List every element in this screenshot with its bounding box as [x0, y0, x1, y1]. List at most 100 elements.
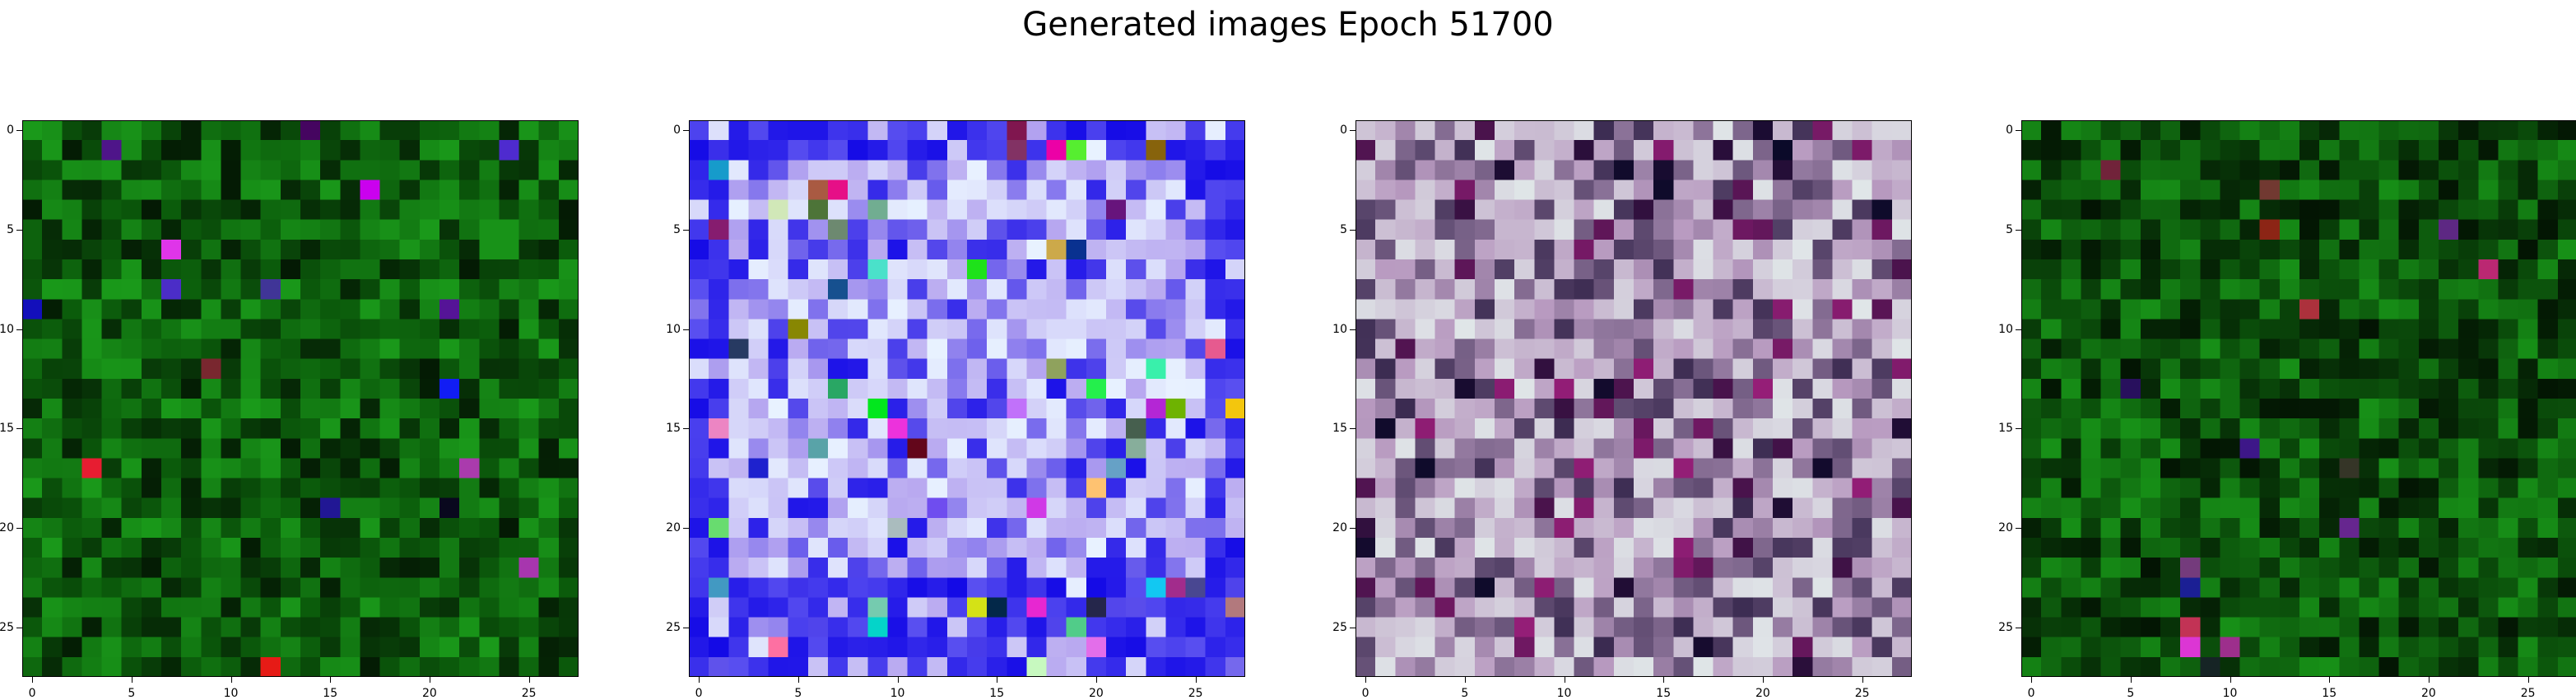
y-tick-label: 20 — [1332, 520, 1347, 534]
x-tick — [330, 677, 332, 683]
x-tick-label: 20 — [1089, 687, 1104, 700]
y-tick-label: 5 — [673, 222, 681, 236]
x-tick-label: 0 — [1361, 687, 1369, 700]
x-tick — [1464, 677, 1466, 683]
x-tick-label: 5 — [128, 687, 136, 700]
x-tick-label: 20 — [2421, 687, 2436, 700]
y-tick-label: 20 — [0, 520, 14, 534]
y-tick — [683, 130, 689, 132]
y-tick-label: 0 — [1340, 124, 1347, 138]
x-tick — [1095, 677, 1097, 683]
y-tick-label: 5 — [1340, 222, 1347, 236]
x-tick — [32, 677, 34, 683]
x-tick-label: 10 — [2222, 687, 2238, 700]
y-tick — [1350, 329, 1355, 330]
figure-title: Generated images Epoch 51700 — [1022, 6, 1554, 44]
y-tick-label: 0 — [673, 124, 681, 138]
y-tick — [1350, 229, 1355, 231]
y-tick — [1350, 428, 1355, 430]
x-tick-label: 25 — [1854, 687, 1870, 700]
x-tick-label: 25 — [1188, 687, 1203, 700]
x-tick — [230, 677, 232, 683]
x-tick — [1365, 677, 1367, 683]
y-tick-label: 15 — [1998, 422, 2013, 436]
y-tick — [16, 527, 22, 529]
x-tick — [797, 677, 799, 683]
axes-frame — [689, 120, 1245, 677]
generated-image-2 — [689, 120, 1245, 677]
y-tick — [1350, 130, 1355, 132]
x-tick-label: 25 — [521, 687, 537, 700]
y-tick-label: 10 — [1332, 322, 1347, 336]
x-tick — [2428, 677, 2430, 683]
y-tick — [683, 527, 689, 529]
y-tick-label: 15 — [0, 422, 14, 436]
y-tick-label: 10 — [1998, 322, 2013, 336]
y-tick — [1350, 527, 1355, 529]
x-tick-label: 15 — [2322, 687, 2337, 700]
y-tick-label: 25 — [1332, 620, 1347, 634]
y-tick — [2016, 130, 2021, 132]
y-tick-label: 20 — [666, 520, 681, 534]
image-panel-2: 0 5 10 15 20 25 0 5 10 15 20 25 — [666, 120, 1245, 700]
x-tick — [2527, 677, 2529, 683]
y-tick-label: 20 — [1998, 520, 2013, 534]
y-tick — [683, 229, 689, 231]
y-tick — [2016, 229, 2021, 231]
y-tick-label: 25 — [1998, 620, 2013, 634]
y-tick — [16, 229, 22, 231]
y-tick-label: 5 — [7, 222, 14, 236]
y-tick — [683, 329, 689, 330]
image-panel-4: 0 5 10 15 20 25 0 5 10 15 20 25 — [1998, 120, 2576, 700]
y-tick — [2016, 428, 2021, 430]
y-tick — [16, 329, 22, 330]
x-tick — [2329, 677, 2331, 683]
axes-frame — [1355, 120, 1912, 677]
x-tick-label: 10 — [890, 687, 905, 700]
x-tick-label: 10 — [223, 687, 239, 700]
y-tick-label: 25 — [666, 620, 681, 634]
y-tick — [683, 428, 689, 430]
y-tick-label: 15 — [666, 422, 681, 436]
image-panel-1: 0 5 10 15 20 25 0 5 10 15 20 25 — [0, 120, 579, 700]
y-tick-label: 5 — [2006, 222, 2013, 236]
axes-frame — [2021, 120, 2576, 677]
x-tick — [897, 677, 899, 683]
y-tick-label: 15 — [1332, 422, 1347, 436]
y-tick — [2016, 329, 2021, 330]
y-tick-label: 25 — [0, 620, 14, 634]
x-tick — [1195, 677, 1197, 683]
x-tick — [2230, 677, 2231, 683]
x-tick — [1663, 677, 1665, 683]
y-tick — [16, 428, 22, 430]
y-tick-label: 10 — [0, 322, 14, 336]
x-tick — [699, 677, 700, 683]
x-tick-label: 10 — [1556, 687, 1572, 700]
x-tick-label: 0 — [695, 687, 703, 700]
x-tick — [2031, 677, 2033, 683]
x-tick-label: 15 — [989, 687, 1005, 700]
x-tick — [131, 677, 133, 683]
y-tick — [16, 130, 22, 132]
y-tick-label: 0 — [7, 124, 14, 138]
y-tick-label: 0 — [2006, 124, 2013, 138]
x-tick-label: 20 — [1755, 687, 1770, 700]
x-tick — [528, 677, 530, 683]
x-tick-label: 0 — [2027, 687, 2035, 700]
x-tick-label: 15 — [1656, 687, 1672, 700]
x-tick-label: 0 — [28, 687, 36, 700]
image-panel-3: 0 5 10 15 20 25 0 5 10 15 20 25 — [1332, 120, 1912, 700]
generated-image-4 — [2021, 120, 2576, 677]
x-tick-label: 5 — [794, 687, 802, 700]
x-tick — [2130, 677, 2132, 683]
axes-frame — [22, 120, 579, 677]
x-tick-label: 5 — [2127, 687, 2135, 700]
y-tick — [2016, 527, 2021, 529]
x-tick-label: 25 — [2520, 687, 2536, 700]
generated-image-3 — [1355, 120, 1912, 677]
generated-image-1 — [22, 120, 579, 677]
x-tick-label: 15 — [323, 687, 338, 700]
y-tick-label: 10 — [666, 322, 681, 336]
x-tick-label: 5 — [1461, 687, 1469, 700]
x-tick — [1762, 677, 1764, 683]
